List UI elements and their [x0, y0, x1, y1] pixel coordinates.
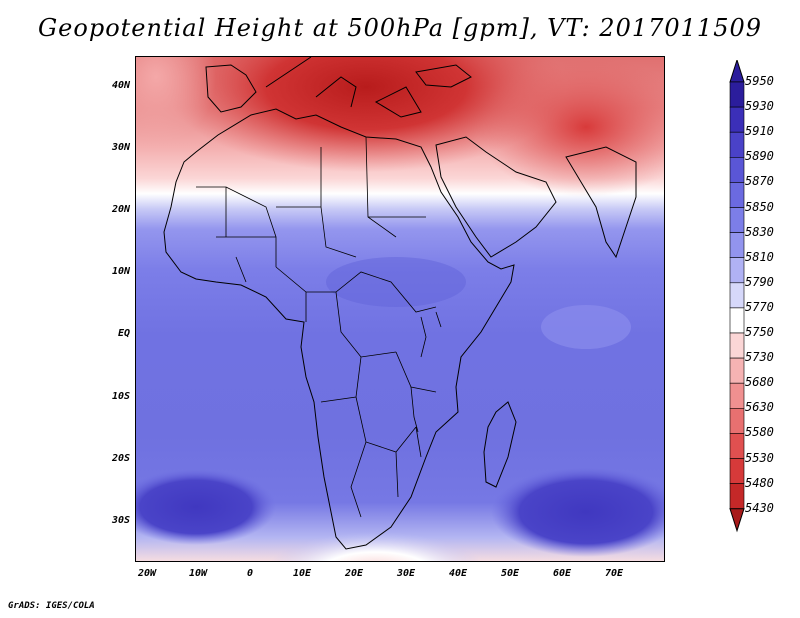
colorbar-label: 5790 — [745, 274, 774, 289]
lat-label-30s: 30S — [111, 515, 130, 526]
colorbar-swatch — [729, 131, 745, 158]
lon-label-20e: 20E — [344, 568, 364, 579]
colorbar-swatch — [729, 207, 745, 233]
lat-label-40n: 40N — [111, 80, 130, 91]
colorbar-label: 5870 — [745, 174, 774, 189]
india-coastline — [565, 146, 637, 259]
lat-label-eq: EQ — [117, 328, 130, 339]
colorbar-label: 5480 — [745, 475, 774, 490]
lon-label-0: 0 — [246, 568, 254, 579]
colorbar-label: 5630 — [745, 400, 774, 415]
indian-ocean-low-shading — [491, 467, 664, 557]
east-africa-light-patch — [541, 305, 631, 349]
colorbar-label: 5890 — [745, 149, 774, 164]
colorbar-swatch — [729, 232, 745, 259]
colorbar-label: 5430 — [745, 500, 774, 515]
madagascar-coastline — [483, 401, 517, 488]
lat-label-10s: 10S — [111, 391, 130, 402]
colorbar-swatch — [729, 182, 745, 208]
colorbar-swatch — [729, 458, 745, 484]
lon-label-20w: 20W — [137, 568, 157, 579]
colorbar — [729, 60, 745, 533]
colorbar-swatch — [729, 257, 745, 284]
colorbar-label: 5830 — [745, 224, 774, 239]
colorbar-top-arrow — [729, 60, 745, 83]
asia-high-shading — [476, 57, 664, 197]
colorbar-swatch — [729, 382, 745, 409]
lon-label-10e: 10E — [292, 568, 312, 579]
lon-label-70e: 70E — [604, 568, 624, 579]
colorbar-swatch — [729, 483, 745, 510]
atlantic-low-shading — [136, 469, 276, 545]
page-title: Geopotential Height at 500hPa [gpm], VT:… — [38, 14, 762, 42]
colorbar-label: 5750 — [745, 325, 774, 339]
southern-ridge-shading — [270, 532, 482, 561]
colorbar-swatch — [729, 282, 745, 309]
lat-label-30n: 30N — [111, 142, 130, 153]
lat-label-20n: 20N — [111, 204, 130, 215]
colorbar-label: 5580 — [745, 425, 774, 440]
map-svg — [136, 57, 664, 561]
colorbar-swatch — [729, 332, 745, 359]
country-borders — [196, 136, 437, 518]
arabia-coastline — [435, 136, 557, 258]
lat-label-10n: 10N — [111, 266, 130, 277]
colorbar-label: 5850 — [745, 199, 774, 214]
colorbar-bottom-arrow — [729, 508, 745, 533]
lon-label-30e: 30E — [396, 568, 416, 579]
lon-label-60e: 60E — [552, 568, 572, 579]
map-plot-area — [135, 56, 665, 562]
colorbar-boxes — [729, 81, 745, 510]
colorbar-swatch — [729, 357, 745, 384]
great-lakes — [410, 311, 442, 433]
europe-coastline — [205, 57, 422, 118]
colorbar-swatch — [729, 157, 745, 183]
atlantic-pink-shading — [136, 57, 216, 147]
colorbar-label: 5810 — [745, 249, 774, 264]
colorbar-label: 5930 — [745, 99, 774, 114]
colorbar-swatch — [729, 81, 745, 108]
black-sea-coastline — [415, 64, 472, 88]
colorbar-label: 5530 — [745, 450, 774, 465]
colorbar-label: 5950 — [745, 74, 774, 88]
lon-label-50e: 50E — [500, 568, 520, 579]
lat-label-20s: 20S — [111, 453, 130, 464]
lon-label-40e: 40E — [448, 568, 468, 579]
credit-text: GrADS: IGES/COLA — [8, 601, 95, 611]
colorbar-label: 5680 — [745, 375, 774, 390]
colorbar-swatch — [729, 407, 745, 434]
colorbar-swatch — [729, 433, 745, 459]
central-africa-dark-patch — [326, 257, 466, 307]
colorbar-swatch — [729, 307, 745, 334]
mediterranean-high-shading — [166, 57, 566, 172]
lon-label-10w: 10W — [188, 568, 208, 579]
colorbar-label: 5730 — [745, 350, 774, 365]
colorbar-swatch — [729, 106, 745, 133]
colorbar-label: 5770 — [745, 299, 774, 314]
colorbar-label: 5910 — [745, 124, 774, 139]
